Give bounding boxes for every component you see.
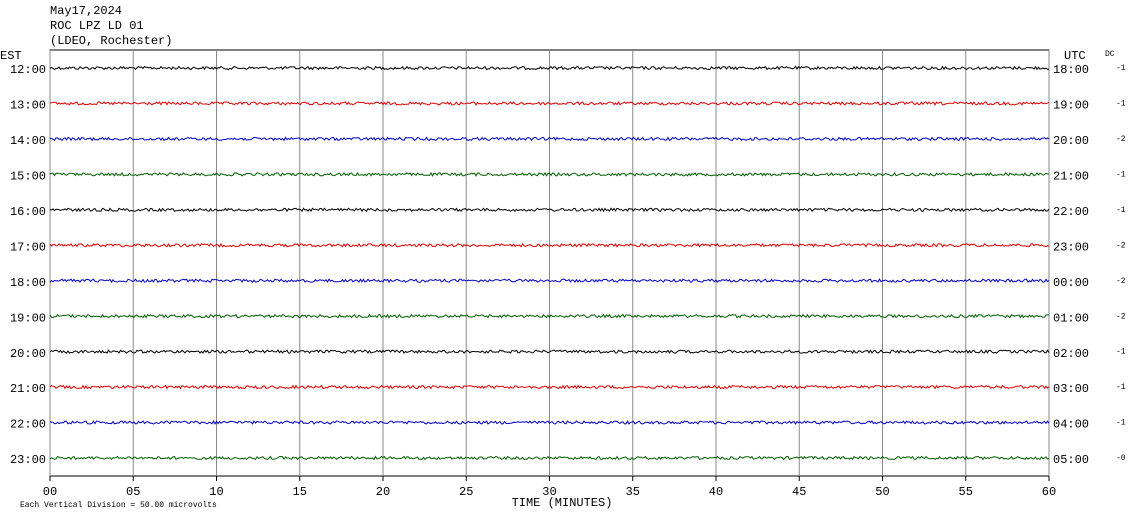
left-label: 13:00 [10,99,46,113]
title-line: May17,2024 [50,4,122,18]
dc-label: -0 [1116,454,1126,463]
trace [49,420,1050,425]
trace [49,278,1050,284]
title-line: ROC LPZ LD 01 [50,19,144,33]
right-label: 04:00 [1053,418,1089,432]
right-label: 22:00 [1053,205,1089,219]
x-tick-label: 30 [542,485,556,499]
left-label: 15:00 [10,170,46,184]
left-label: 14:00 [10,134,46,148]
right-title: UTC [1064,49,1086,63]
dc-label: -1 [1116,170,1126,179]
footnote: Each Vertical Division = 50.00 microvolt… [20,501,217,510]
dc-label: -1 [1116,419,1126,428]
x-tick-label: 25 [459,485,473,499]
dc-title: DC [1105,50,1115,59]
right-label: 02:00 [1053,347,1089,361]
trace [49,384,1050,390]
right-label: 05:00 [1053,453,1089,467]
right-label: 20:00 [1053,134,1089,148]
x-tick-label: 35 [626,485,640,499]
right-label: 01:00 [1053,311,1089,325]
trace [49,171,1050,177]
left-label: 17:00 [10,240,46,254]
right-label: 19:00 [1053,99,1089,113]
trace [49,313,1050,319]
x-tick-label: 05 [126,485,140,499]
x-tick-label: 00 [43,485,57,499]
dc-label: -2 [1116,312,1126,321]
trace [49,455,1050,461]
trace [49,65,1050,71]
dc-label: -1 [1116,100,1126,109]
left-label: 22:00 [10,418,46,432]
trace [49,101,1050,106]
x-tick-label: 10 [209,485,223,499]
left-title: EST [0,49,22,63]
title-line: (LDEO, Rochester) [50,34,172,48]
dc-label: -1 [1116,206,1126,215]
left-label: 12:00 [10,63,46,77]
trace [49,242,1050,248]
x-tick-label: 20 [376,485,390,499]
left-label: 23:00 [10,453,46,467]
trace [49,207,1050,213]
x-tick-label: 45 [792,485,806,499]
left-label: 18:00 [10,276,46,290]
x-axis-label: TIME (MINUTES) [512,496,613,510]
right-label: 03:00 [1053,382,1089,396]
left-label: 16:00 [10,205,46,219]
left-label: 21:00 [10,382,46,396]
left-label: 20:00 [10,347,46,361]
trace [49,136,1050,142]
right-label: 23:00 [1053,240,1089,254]
dc-label: -2 [1116,135,1126,144]
x-tick-label: 40 [709,485,723,499]
right-label: 21:00 [1053,170,1089,184]
dc-label: -1 [1116,383,1126,392]
trace [49,349,1050,355]
dc-label: -1 [1116,64,1126,73]
right-label: 18:00 [1053,63,1089,77]
dc-label: -2 [1116,277,1126,286]
x-tick-label: 60 [1042,485,1056,499]
left-label: 19:00 [10,311,46,325]
right-label: 00:00 [1053,276,1089,290]
x-tick-label: 50 [875,485,889,499]
x-tick-label: 15 [293,485,307,499]
dc-label: -1 [1116,348,1126,357]
x-tick-label: 55 [959,485,973,499]
dc-label: -2 [1116,241,1126,250]
